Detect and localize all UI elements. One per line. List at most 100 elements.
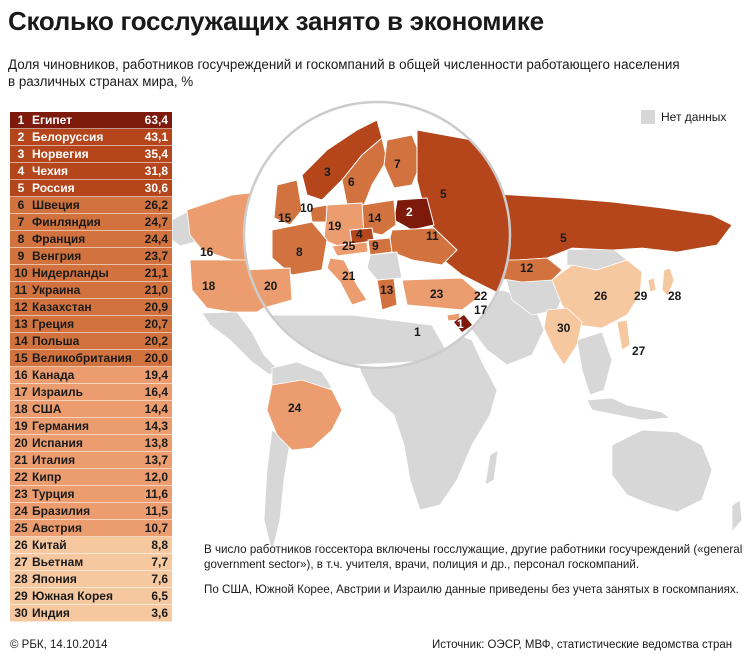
row-value: 13,7 — [144, 453, 168, 467]
row-rank: 30 — [14, 606, 28, 620]
row-country: Россия — [32, 181, 75, 195]
map-label-16: 16 — [200, 245, 214, 259]
map-label-28: 28 — [668, 289, 682, 303]
row-value: 20,9 — [144, 300, 168, 314]
note-general-sector: В число работников госсектора включены г… — [204, 543, 743, 571]
source-line: Источник: ОЭСР, МВФ, статистические ведо… — [432, 639, 733, 651]
row-country: Греция — [32, 317, 75, 331]
madagascar-shape — [484, 449, 499, 486]
row-value: 23,7 — [144, 249, 168, 263]
row-rank: 12 — [14, 300, 28, 314]
row-rank: 8 — [17, 232, 25, 246]
map-label-8: 8 — [296, 245, 303, 259]
row-rank: 27 — [14, 555, 28, 569]
row-country: Южная Корея — [32, 589, 113, 603]
france-shape — [271, 221, 328, 276]
row-country: Швеция — [32, 198, 80, 212]
turkey-lens-shape — [401, 277, 483, 311]
row-value: 13,8 — [144, 436, 168, 450]
table-row: 4 Чехия 31,8 — [10, 163, 172, 180]
map-label-12: 12 — [520, 261, 534, 275]
map-label-5a: 5 — [440, 187, 447, 201]
row-value: 26,2 — [144, 198, 168, 212]
table-row: 27 Вьетнам 7,7 — [10, 554, 172, 571]
table-row: 2 Белоруссия 43,1 — [10, 129, 172, 146]
row-rank: 9 — [17, 249, 25, 263]
south-korea-shape — [647, 277, 657, 293]
table-row: 7 Финляндия 24,7 — [10, 214, 172, 231]
map-label-10: 10 — [300, 201, 314, 215]
row-value: 12,0 — [144, 470, 168, 484]
row-rank: 16 — [14, 368, 28, 382]
map-label-24: 24 — [288, 401, 302, 415]
finland-shape — [383, 134, 423, 189]
row-rank: 13 — [14, 317, 28, 331]
japan-shape — [661, 267, 675, 297]
map-label-11: 11 — [426, 229, 439, 243]
map-label-26: 26 — [594, 289, 608, 303]
mexico-shape — [201, 311, 278, 376]
row-country: Израиль — [32, 385, 83, 399]
row-country: Франция — [32, 232, 86, 246]
balkans-shape — [366, 251, 403, 281]
row-rank: 19 — [14, 419, 28, 433]
row-rank: 28 — [14, 572, 28, 586]
row-country: Турция — [32, 487, 75, 501]
row-value: 7,7 — [151, 555, 168, 569]
row-rank: 21 — [14, 453, 28, 467]
row-value: 30,6 — [144, 181, 168, 195]
australia-shape — [611, 429, 713, 513]
map-label-21: 21 — [342, 269, 356, 283]
map-label-18: 18 — [202, 279, 216, 293]
table-row: 1 Египет 63,4 — [10, 112, 172, 129]
row-rank: 17 — [14, 385, 28, 399]
israel-shape — [454, 315, 472, 332]
uk-shape — [273, 179, 303, 226]
row-country: Бразилия — [32, 504, 91, 518]
table-row: 28 Япония 7,6 — [10, 571, 172, 588]
table-row: 29 Южная Корея 6,5 — [10, 588, 172, 605]
table-row: 15 Великобритания 20,0 — [10, 350, 172, 367]
map-label-22: 22 — [474, 289, 488, 303]
row-country: Великобритания — [32, 351, 132, 365]
row-rank: 23 — [14, 487, 28, 501]
row-country: Нидерланды — [32, 266, 109, 280]
row-rank: 5 — [17, 181, 25, 195]
row-value: 7,6 — [151, 572, 168, 586]
row-rank: 6 — [17, 198, 25, 212]
no-data-label: Нет данных — [661, 110, 727, 124]
row-rank: 20 — [14, 436, 28, 450]
row-value: 43,1 — [144, 130, 168, 144]
row-country: Вьетнам — [32, 555, 84, 569]
row-rank: 1 — [17, 113, 25, 127]
no-data-swatch — [641, 110, 655, 124]
row-rank: 15 — [14, 351, 28, 365]
map-label-13: 13 — [380, 283, 394, 297]
table-row: 24 Бразилия 11,5 — [10, 503, 172, 520]
map-label-3: 3 — [324, 165, 331, 179]
row-value: 6,5 — [151, 589, 168, 603]
row-value: 20,2 — [144, 334, 168, 348]
map-label-7: 7 — [394, 157, 401, 171]
row-country: Индия — [32, 606, 70, 620]
table-row: 9 Венгрия 23,7 — [10, 248, 172, 265]
row-country: Финляндия — [32, 215, 101, 229]
table-row: 18 США 14,4 — [10, 401, 172, 418]
row-country: Украина — [32, 283, 81, 297]
row-rank: 24 — [14, 504, 28, 518]
south-america-south — [263, 429, 291, 553]
table-row: 6 Швеция 26,2 — [10, 197, 172, 214]
map-label-15: 15 — [278, 211, 292, 225]
table-row: 26 Китай 8,8 — [10, 537, 172, 554]
row-value: 3,6 — [151, 606, 168, 620]
table-row: 12 Казахстан 20,9 — [10, 299, 172, 316]
row-value: 14,4 — [144, 402, 168, 416]
map-label-30: 30 — [557, 321, 571, 335]
map-label-5b: 5 — [560, 231, 567, 245]
row-value: 16,4 — [144, 385, 168, 399]
table-row: 25 Австрия 10,7 — [10, 520, 172, 537]
row-country: Польша — [32, 334, 80, 348]
hungary-shape — [367, 237, 393, 256]
copyright: © РБК, 14.10.2014 — [10, 639, 108, 651]
se-asia-shape — [576, 331, 613, 396]
